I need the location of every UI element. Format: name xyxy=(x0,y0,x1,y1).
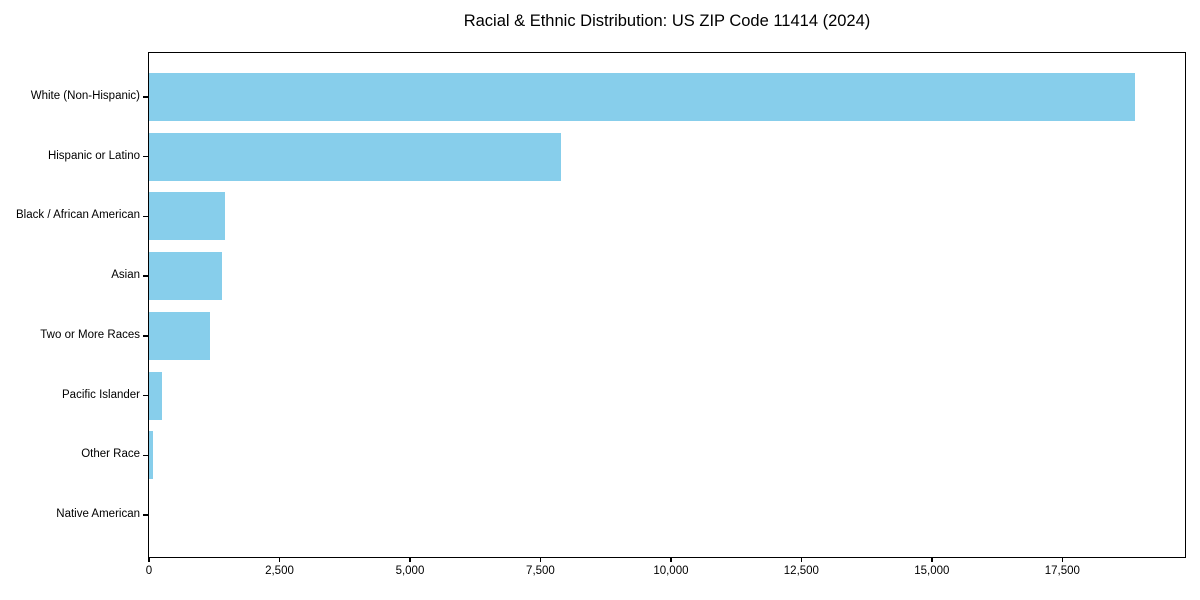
y-label-two-or-more-races: Two or More Races xyxy=(40,328,140,341)
y-axis-tick-hispanic-or-latino xyxy=(143,156,148,158)
x-tick-label-5000: 5,000 xyxy=(395,565,425,577)
x-axis-tick-2500 xyxy=(278,558,281,562)
x-tick-label-10000: 10,000 xyxy=(653,565,689,577)
x-axis-tick-15000 xyxy=(931,558,933,562)
y-axis-tick-two-or-more-races xyxy=(143,335,148,337)
bar-asian xyxy=(149,252,223,301)
x-axis-tick-12500 xyxy=(800,558,803,562)
x-tick-label-0: 0 xyxy=(145,565,153,577)
y-axis-tick-other-race xyxy=(143,454,148,456)
x-axis-tick-17500 xyxy=(1061,558,1063,562)
plot-area xyxy=(148,52,1186,558)
bar-pacific-islander xyxy=(149,371,162,420)
x-tick-label-12500: 12,500 xyxy=(783,565,819,577)
chart-title: Racial & Ethnic Distribution: US ZIP Cod… xyxy=(463,12,871,30)
y-label-black-african-american: Black / African American xyxy=(16,209,140,222)
y-axis-tick-pacific-islander xyxy=(143,394,148,397)
bar-white-non-hispanic xyxy=(149,73,1136,121)
y-axis-tick-native-american xyxy=(143,514,148,516)
x-axis-tick-10000 xyxy=(670,558,672,562)
x-axis-tick-7500 xyxy=(539,558,542,562)
x-tick-label-7500: 7,500 xyxy=(526,565,555,577)
y-label-pacific-islander: Pacific Islander xyxy=(62,388,140,401)
x-axis-tick-0 xyxy=(148,558,150,562)
x-tick-label-15000: 15,000 xyxy=(914,565,950,577)
x-axis-tick-5000 xyxy=(409,558,411,562)
bar-hispanic-or-latino xyxy=(149,132,562,181)
y-label-hispanic-or-latino: Hispanic or Latino xyxy=(47,149,140,162)
bar-black-african-american xyxy=(149,192,225,241)
y-axis-tick-white-non-hispanic xyxy=(143,96,148,98)
x-tick-label-2500: 2,500 xyxy=(265,565,294,577)
bar-other-race xyxy=(149,431,154,480)
x-tick-label-17500: 17,500 xyxy=(1044,565,1080,577)
bar-two-or-more-races xyxy=(149,311,210,360)
y-axis-tick-asian xyxy=(143,275,148,277)
y-axis-tick-black-african-american xyxy=(143,215,148,218)
y-label-white-non-hispanic: White (Non-Hispanic) xyxy=(30,90,140,102)
y-label-other-race: Other Race xyxy=(81,448,140,461)
y-label-asian: Asian xyxy=(111,269,140,282)
y-label-native-american: Native American xyxy=(56,508,140,520)
